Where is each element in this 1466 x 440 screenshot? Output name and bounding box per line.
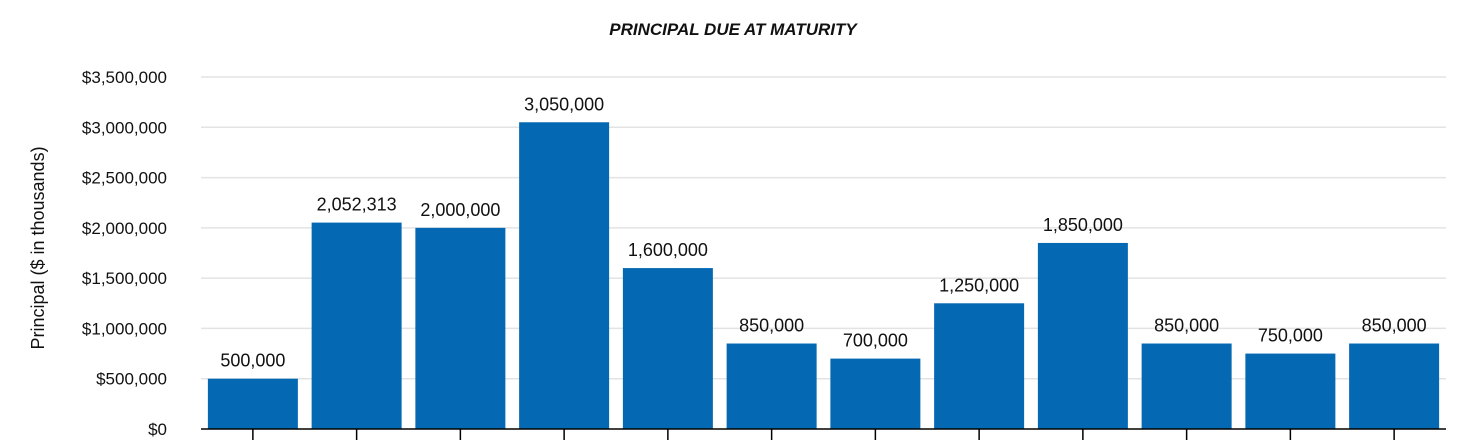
data-label: 850,000	[739, 316, 804, 336]
y-tick-label: $2,500,000	[82, 169, 167, 188]
y-tick-label: $0	[148, 420, 167, 439]
bars	[207, 122, 1440, 429]
bar	[1349, 343, 1440, 429]
bar	[1245, 353, 1336, 429]
bar	[311, 222, 402, 429]
data-label: 1,250,000	[939, 275, 1019, 295]
bar	[622, 268, 713, 429]
y-tick-label: $3,000,000	[82, 118, 167, 137]
bar	[519, 122, 610, 429]
y-tick-label: $2,000,000	[82, 219, 167, 238]
y-tick-label: $500,000	[96, 370, 167, 389]
grid-lines	[201, 76, 1446, 380]
y-tick-label: $3,500,000	[82, 68, 167, 87]
data-label: 500,000	[220, 351, 285, 371]
bar	[1141, 343, 1232, 429]
data-label: 850,000	[1154, 316, 1219, 336]
chart-title: PRINCIPAL DUE AT MATURITY	[609, 20, 858, 39]
bar	[934, 303, 1025, 429]
x-axis	[201, 428, 1446, 440]
data-label: 700,000	[843, 331, 908, 351]
data-label: 1,850,000	[1043, 215, 1123, 235]
bar	[415, 227, 506, 429]
data-label: 3,050,000	[524, 94, 604, 114]
y-axis-label: Principal ($ in thousands)	[28, 146, 48, 349]
y-tick-label: $1,000,000	[82, 319, 167, 338]
data-label: 2,000,000	[420, 200, 500, 220]
data-label: 750,000	[1258, 326, 1323, 346]
data-labels: 500,000 2,052,313 2,000,000 3,050,000 1,600,…	[220, 94, 1426, 370]
data-label: 850,000	[1362, 316, 1427, 336]
bar	[726, 343, 817, 429]
bar	[1037, 242, 1128, 429]
y-axis-ticks: $0 $500,000 $1,000,000 $1,500,000 $2,000,000…	[82, 68, 167, 439]
bar	[830, 358, 921, 429]
data-label: 1,600,000	[628, 240, 708, 260]
data-label: 2,052,313	[317, 195, 397, 215]
y-tick-label: $1,500,000	[82, 269, 167, 288]
bar	[207, 378, 298, 429]
